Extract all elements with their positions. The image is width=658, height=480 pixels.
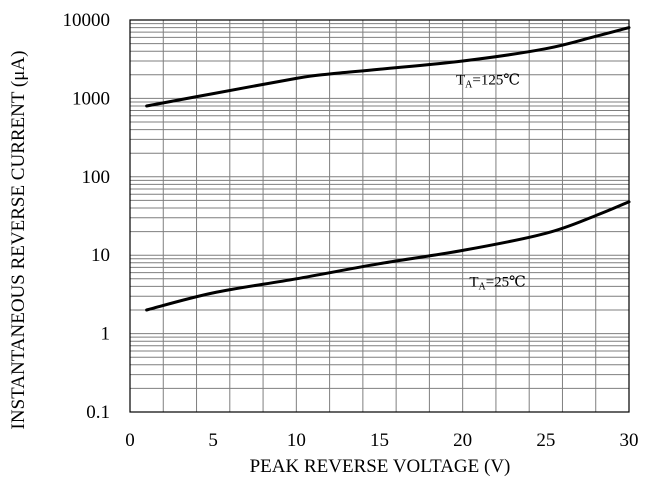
plot-frame (129, 19, 630, 413)
x-tick-label: 15 (370, 430, 389, 451)
annotation-text: =125℃ (472, 73, 520, 89)
series-annotations: TA=125℃TA=25℃ (456, 73, 526, 293)
data-curves (145, 26, 631, 312)
series-0-line (145, 26, 631, 108)
annotation-t: T (456, 73, 465, 89)
annotation-t: T (469, 274, 478, 290)
series-1-annotation: TA=25℃ (469, 274, 526, 292)
x-tick-label: 20 (453, 430, 472, 451)
x-tick-label: 30 (620, 430, 639, 451)
x-tick-label: 10 (287, 430, 306, 451)
annotation-text: =25℃ (486, 274, 526, 290)
x-tick-labels: 0 5 10 15 20 25 30 (125, 430, 638, 451)
x-axis-label: PEAK REVERSE VOLTAGE (V) (250, 456, 511, 477)
y-tick-label: 100 (82, 167, 111, 188)
y-tick-label: 10 (91, 245, 110, 266)
grid-lines (130, 20, 629, 412)
x-tick-label: 5 (208, 430, 218, 451)
y-tick-label: 1 (101, 324, 111, 345)
y-tick-label: 0.1 (86, 402, 110, 423)
y-tick-label: 1000 (72, 88, 110, 109)
x-tick-label: 0 (125, 430, 135, 451)
annotation-subscript: A (465, 80, 473, 91)
y-tick-labels: 0.1 1 10 100 1000 10000 (63, 10, 111, 423)
series-1-line (145, 200, 631, 312)
y-axis-label: INSTANTANEOUS REVERSE CURRENT (μA) (8, 51, 29, 430)
y-tick-label: 10000 (63, 10, 111, 31)
x-tick-label: 25 (536, 430, 555, 451)
annotation-subscript: A (478, 281, 486, 292)
series-0-annotation: TA=125℃ (456, 73, 520, 91)
